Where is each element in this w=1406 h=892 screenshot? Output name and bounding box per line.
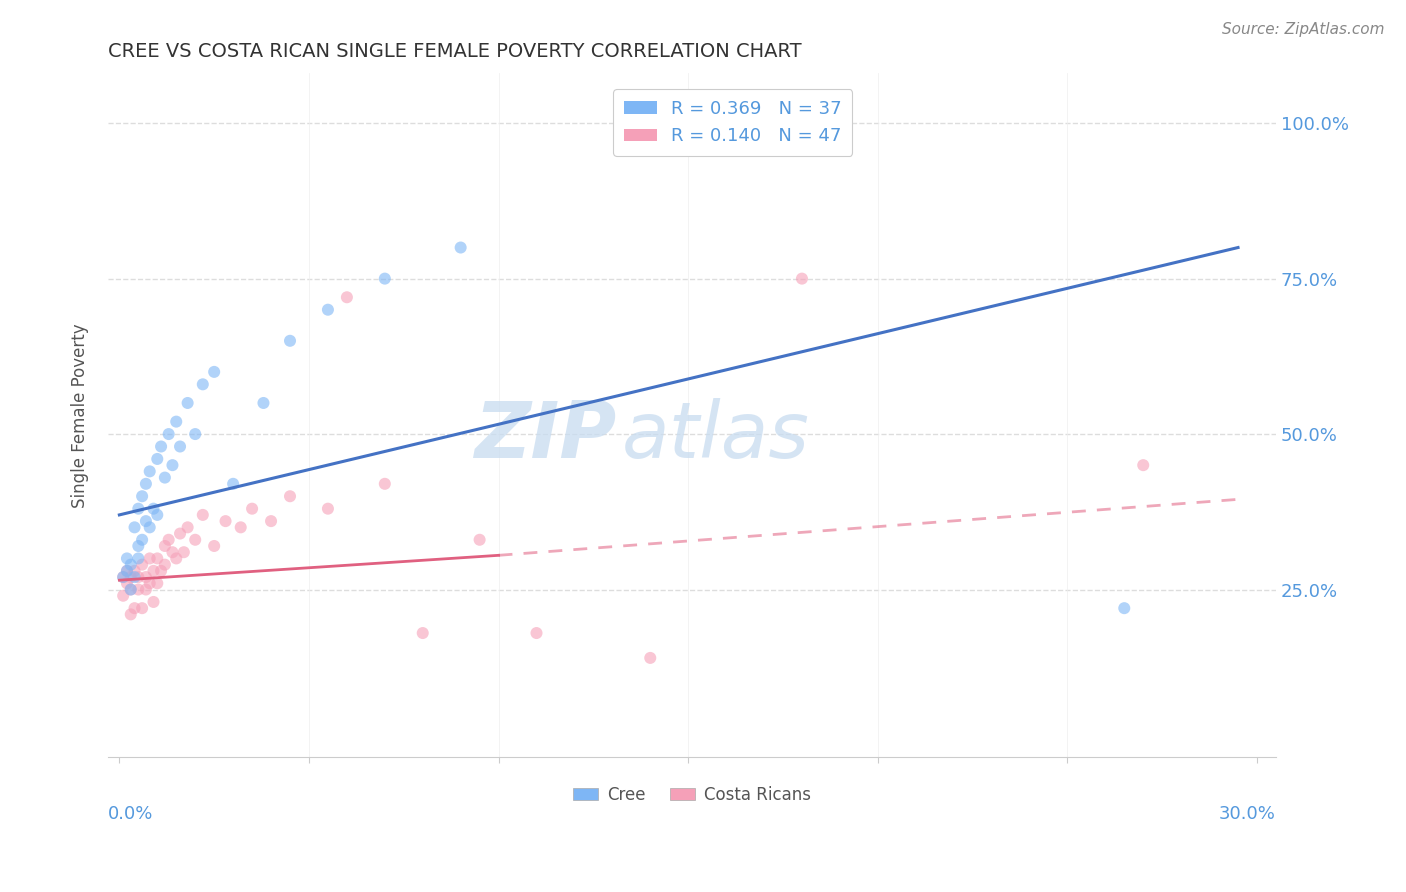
Point xyxy=(112,589,135,603)
Text: 0.0%: 0.0% xyxy=(108,805,153,823)
Point xyxy=(165,551,187,566)
Point xyxy=(229,520,252,534)
Point xyxy=(202,539,225,553)
Point xyxy=(790,271,813,285)
Point xyxy=(127,570,149,584)
Point xyxy=(157,533,180,547)
Point xyxy=(131,489,153,503)
Point xyxy=(146,576,169,591)
Point xyxy=(412,626,434,640)
Point xyxy=(374,476,396,491)
Point xyxy=(1114,601,1136,615)
Y-axis label: Single Female Poverty: Single Female Poverty xyxy=(72,323,89,508)
Point xyxy=(120,607,142,622)
Point xyxy=(127,551,149,566)
Point xyxy=(184,533,207,547)
Point xyxy=(135,476,157,491)
Point xyxy=(112,570,135,584)
Point xyxy=(115,564,138,578)
Point xyxy=(142,595,165,609)
Point xyxy=(638,651,661,665)
Point xyxy=(772,135,794,149)
Point xyxy=(142,501,165,516)
Point xyxy=(184,427,207,442)
Point xyxy=(146,551,169,566)
Text: 30.0%: 30.0% xyxy=(1219,805,1277,823)
Text: atlas: atlas xyxy=(621,398,810,474)
Point xyxy=(138,576,160,591)
Point xyxy=(153,470,176,484)
Point xyxy=(1132,458,1154,472)
Point xyxy=(138,551,160,566)
Point xyxy=(176,520,198,534)
Point xyxy=(135,582,157,597)
Point xyxy=(115,551,138,566)
Point xyxy=(127,582,149,597)
Point xyxy=(150,564,173,578)
Point xyxy=(316,501,339,516)
Point xyxy=(162,545,184,559)
Point xyxy=(131,601,153,615)
Point xyxy=(526,626,548,640)
Point xyxy=(176,396,198,410)
Point xyxy=(316,302,339,317)
Point xyxy=(191,508,214,522)
Point xyxy=(135,570,157,584)
Point xyxy=(374,271,396,285)
Point xyxy=(124,570,146,584)
Text: ZIP: ZIP xyxy=(474,398,616,474)
Point xyxy=(150,440,173,454)
Point xyxy=(138,464,160,478)
Point xyxy=(120,582,142,597)
Point xyxy=(157,427,180,442)
Point xyxy=(124,520,146,534)
Point xyxy=(138,520,160,534)
Point xyxy=(173,545,195,559)
Point xyxy=(120,570,142,584)
Point xyxy=(169,526,191,541)
Point xyxy=(127,539,149,553)
Point xyxy=(112,570,135,584)
Point xyxy=(124,564,146,578)
Point xyxy=(252,396,274,410)
Point xyxy=(165,415,187,429)
Point xyxy=(240,501,263,516)
Point xyxy=(142,564,165,578)
Point xyxy=(127,501,149,516)
Point xyxy=(131,558,153,572)
Point xyxy=(124,601,146,615)
Point xyxy=(468,533,491,547)
Point xyxy=(162,458,184,472)
Legend: Cree, Costa Ricans: Cree, Costa Ricans xyxy=(567,780,817,811)
Point xyxy=(278,334,301,348)
Point xyxy=(146,508,169,522)
Point xyxy=(135,514,157,528)
Point xyxy=(260,514,283,528)
Text: CREE VS COSTA RICAN SINGLE FEMALE POVERTY CORRELATION CHART: CREE VS COSTA RICAN SINGLE FEMALE POVERT… xyxy=(108,42,801,61)
Point xyxy=(214,514,236,528)
Point xyxy=(120,558,142,572)
Point xyxy=(278,489,301,503)
Point xyxy=(169,440,191,454)
Point xyxy=(191,377,214,392)
Point xyxy=(115,576,138,591)
Point xyxy=(153,539,176,553)
Point xyxy=(115,564,138,578)
Point xyxy=(336,290,359,304)
Point xyxy=(131,533,153,547)
Point xyxy=(450,240,472,254)
Point xyxy=(146,452,169,467)
Point xyxy=(120,582,142,597)
Text: Source: ZipAtlas.com: Source: ZipAtlas.com xyxy=(1222,22,1385,37)
Point xyxy=(222,476,245,491)
Point xyxy=(153,558,176,572)
Point xyxy=(202,365,225,379)
